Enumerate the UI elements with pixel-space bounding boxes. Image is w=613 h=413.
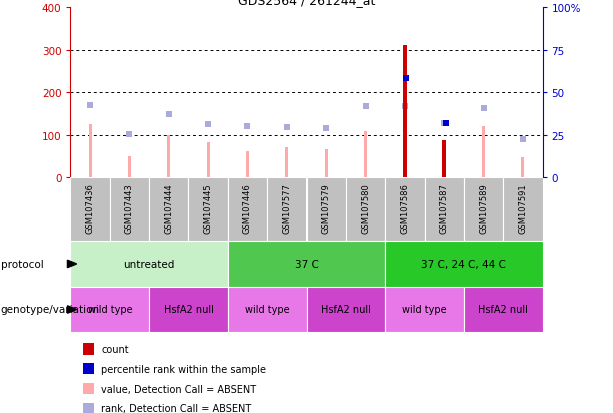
Bar xyxy=(228,287,306,332)
Text: genotype/variation: genotype/variation xyxy=(1,305,100,315)
Bar xyxy=(443,140,446,178)
Text: HsfA2 null: HsfA2 null xyxy=(164,305,213,315)
Text: value, Detection Call = ABSENT: value, Detection Call = ABSENT xyxy=(101,384,256,394)
Bar xyxy=(464,287,543,332)
Text: GSM107580: GSM107580 xyxy=(361,183,370,233)
Polygon shape xyxy=(67,306,77,313)
Text: GSM107444: GSM107444 xyxy=(164,183,173,233)
Bar xyxy=(464,178,503,242)
Bar xyxy=(228,242,385,287)
Text: HsfA2 null: HsfA2 null xyxy=(478,305,528,315)
Bar xyxy=(385,178,424,242)
Text: HsfA2 null: HsfA2 null xyxy=(321,305,371,315)
Bar xyxy=(306,287,385,332)
Bar xyxy=(503,178,543,242)
Text: GSM107443: GSM107443 xyxy=(125,183,134,233)
Bar xyxy=(189,178,228,242)
Text: wild type: wild type xyxy=(88,305,132,315)
Text: percentile rank within the sample: percentile rank within the sample xyxy=(101,364,266,374)
Bar xyxy=(70,178,110,242)
Title: GDS2564 / 261244_at: GDS2564 / 261244_at xyxy=(238,0,375,7)
Bar xyxy=(306,178,346,242)
Text: rank, Detection Call = ABSENT: rank, Detection Call = ABSENT xyxy=(101,404,251,413)
Bar xyxy=(70,287,149,332)
Bar xyxy=(521,157,524,178)
Bar xyxy=(149,178,189,242)
Bar xyxy=(403,46,407,178)
Bar xyxy=(385,242,543,287)
Bar xyxy=(128,157,131,178)
Bar xyxy=(228,178,267,242)
Bar xyxy=(267,178,306,242)
Text: count: count xyxy=(101,344,129,354)
Bar xyxy=(385,287,464,332)
Text: 37 C, 24 C, 44 C: 37 C, 24 C, 44 C xyxy=(421,259,506,269)
Text: wild type: wild type xyxy=(245,305,289,315)
Bar xyxy=(364,132,367,178)
Bar xyxy=(89,125,92,178)
Text: GSM107586: GSM107586 xyxy=(400,183,409,233)
Text: untreated: untreated xyxy=(123,259,175,269)
Bar xyxy=(424,178,464,242)
Text: GSM107436: GSM107436 xyxy=(86,183,94,233)
Text: GSM107446: GSM107446 xyxy=(243,183,252,233)
Bar xyxy=(70,242,228,287)
Text: 37 C: 37 C xyxy=(295,259,318,269)
Text: GSM107589: GSM107589 xyxy=(479,183,488,233)
Text: protocol: protocol xyxy=(1,259,44,269)
Bar xyxy=(325,150,328,178)
Text: GSM107577: GSM107577 xyxy=(283,183,291,233)
Polygon shape xyxy=(67,261,77,268)
Bar xyxy=(246,151,249,178)
Bar xyxy=(442,140,446,178)
Text: GSM107445: GSM107445 xyxy=(204,183,213,233)
Text: GSM107591: GSM107591 xyxy=(519,183,527,233)
Bar xyxy=(110,178,149,242)
Bar xyxy=(482,127,485,178)
Bar xyxy=(207,143,210,178)
Text: wild type: wild type xyxy=(402,305,447,315)
Text: GSM107579: GSM107579 xyxy=(322,183,330,233)
Bar xyxy=(149,287,228,332)
Text: GSM107587: GSM107587 xyxy=(440,183,449,233)
Bar xyxy=(346,178,385,242)
Bar xyxy=(167,135,170,178)
Bar xyxy=(285,148,288,178)
Bar xyxy=(403,151,406,178)
